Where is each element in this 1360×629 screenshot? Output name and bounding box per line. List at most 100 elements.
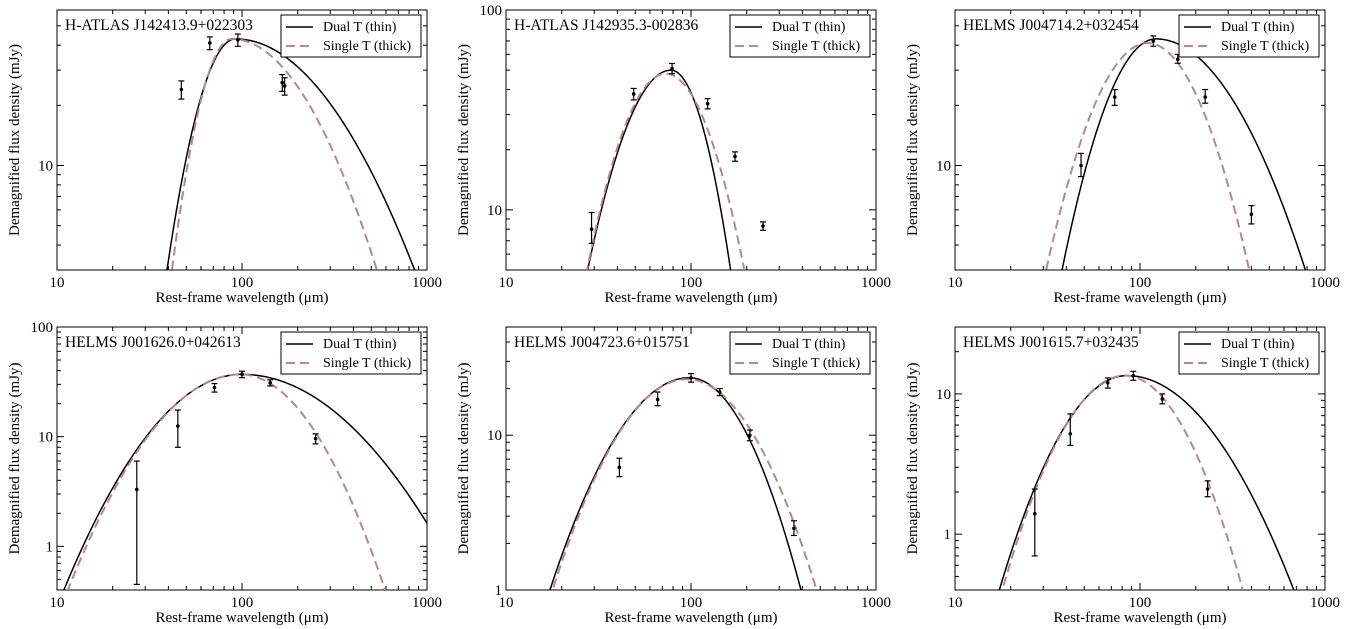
data-point bbox=[1174, 53, 1181, 64]
legend-label-thin: Dual T (thin) bbox=[772, 20, 846, 35]
data-point bbox=[1067, 413, 1074, 446]
plot-frame bbox=[954, 9, 1326, 271]
legend: Dual T (thin) Single T (thick) bbox=[729, 14, 871, 58]
legend: Dual T (thin) Single T (thick) bbox=[280, 14, 422, 58]
x-axis-label: Rest-frame wavelength (μm) bbox=[605, 290, 778, 306]
data-point bbox=[1159, 393, 1166, 405]
x-tick-label: 100 bbox=[1129, 275, 1152, 291]
data-point bbox=[704, 98, 711, 110]
x-tick-label: 1000 bbox=[412, 275, 442, 291]
data-point bbox=[588, 211, 595, 244]
legend-label-thick: Single T (thick) bbox=[323, 356, 411, 371]
dual-t-thin-curve bbox=[63, 373, 427, 590]
data-point bbox=[669, 62, 676, 75]
legend-label-thin: Dual T (thin) bbox=[1221, 20, 1295, 35]
x-tick-label: 10 bbox=[50, 595, 65, 611]
y-axis-label: Demagnified flux density (mJy) bbox=[905, 44, 921, 236]
y-tick-label: 10 bbox=[38, 159, 53, 175]
data-point bbox=[239, 370, 245, 379]
source-name: HELMS J001615.7+032435 bbox=[963, 334, 1139, 351]
legend-label-thick: Single T (thick) bbox=[1221, 356, 1309, 371]
legend-label-thin: Dual T (thin) bbox=[1221, 337, 1295, 352]
x-tick-label: 10 bbox=[499, 595, 514, 611]
x-tick-label: 10 bbox=[948, 275, 963, 291]
panel-1: 10 100 1000 10 Rest-frame wavelength (μm) Dem… bbox=[7, 9, 442, 306]
data-point bbox=[732, 151, 739, 162]
y-axis-label: Demagnified flux density (mJy) bbox=[7, 44, 23, 236]
source-name: HELMS J004723.6+015751 bbox=[514, 334, 690, 351]
data-point bbox=[211, 382, 218, 393]
dual-t-thin-curve bbox=[998, 374, 1295, 590]
panel-3: 10 100 1000 10 Rest-frame wavelength (μm) Dem… bbox=[905, 9, 1340, 306]
data-point bbox=[1130, 370, 1137, 381]
data-point bbox=[630, 87, 637, 101]
y-axis-label: Demagnified flux density (mJy) bbox=[456, 362, 472, 554]
x-tick-label: 10 bbox=[499, 275, 514, 291]
plot-frame bbox=[954, 326, 1326, 591]
data-point bbox=[1111, 88, 1118, 106]
legend: Dual T (thin) Single T (thick) bbox=[1178, 14, 1320, 58]
x-tick-label: 100 bbox=[231, 275, 254, 291]
data-point bbox=[178, 80, 185, 100]
y-axis-label: Demagnified flux density (mJy) bbox=[456, 44, 472, 236]
data-point bbox=[616, 457, 623, 478]
y-tick-label: 1 bbox=[495, 583, 503, 599]
x-tick-label: 1000 bbox=[861, 275, 891, 291]
x-tick-label: 10 bbox=[948, 595, 963, 611]
x-tick-label: 1000 bbox=[1310, 275, 1340, 291]
data-point bbox=[312, 433, 319, 445]
plot-frame bbox=[505, 9, 877, 271]
plot-frame bbox=[56, 326, 428, 591]
legend-label-thin: Dual T (thin) bbox=[772, 337, 846, 352]
data-point bbox=[1204, 480, 1211, 498]
data-point bbox=[1248, 205, 1255, 225]
x-tick-label: 1000 bbox=[861, 595, 891, 611]
x-axis-label: Rest-frame wavelength (μm) bbox=[156, 290, 329, 306]
legend-label-thin: Dual T (thin) bbox=[323, 337, 397, 352]
data-point bbox=[206, 36, 213, 51]
x-tick-label: 1000 bbox=[412, 595, 442, 611]
y-tick-label: 100 bbox=[480, 3, 503, 19]
single-t-thick-curve bbox=[170, 37, 378, 270]
legend-label-thick: Single T (thick) bbox=[772, 39, 860, 54]
legend: Dual T (thin) Single T (thick) bbox=[729, 331, 871, 375]
y-tick-label: 10 bbox=[38, 430, 53, 446]
legend: Dual T (thin) Single T (thick) bbox=[280, 331, 422, 375]
data-point bbox=[790, 520, 797, 537]
source-name: HELMS J004714.2+032454 bbox=[963, 17, 1139, 34]
legend-label-thick: Single T (thick) bbox=[772, 356, 860, 371]
source-name: HELMS J001626.0+042613 bbox=[65, 334, 241, 351]
x-axis-label: Rest-frame wavelength (μm) bbox=[1054, 610, 1227, 626]
x-tick-label: 100 bbox=[231, 595, 254, 611]
data-point bbox=[759, 221, 766, 231]
source-name: H-ATLAS J142935.3-002836 bbox=[514, 17, 699, 34]
data-point bbox=[1031, 488, 1038, 557]
legend-label-thin: Dual T (thin) bbox=[323, 20, 397, 35]
legend: Dual T (thin) Single T (thick) bbox=[1178, 331, 1320, 375]
y-tick-label: 100 bbox=[31, 320, 54, 336]
plot-frame bbox=[56, 9, 428, 271]
data-point bbox=[267, 379, 274, 387]
legend-label-thick: Single T (thick) bbox=[323, 39, 411, 54]
data-point bbox=[133, 460, 140, 585]
data-point bbox=[1078, 152, 1085, 178]
x-axis-label: Rest-frame wavelength (μm) bbox=[605, 610, 778, 626]
single-t-thick-curve bbox=[1001, 374, 1244, 590]
y-axis-label: Demagnified flux density (mJy) bbox=[905, 362, 921, 554]
plot-frame bbox=[505, 326, 877, 591]
y-axis-label: Demagnified flux density (mJy) bbox=[7, 362, 23, 554]
x-axis-label: Rest-frame wavelength (μm) bbox=[1054, 290, 1227, 306]
data-point bbox=[688, 372, 694, 383]
data-point bbox=[746, 429, 753, 442]
panel-6: 10 100 1000 1 10 Rest-frame wavelength (μm) De… bbox=[905, 326, 1340, 626]
x-tick-label: 1000 bbox=[1310, 595, 1340, 611]
x-tick-label: 100 bbox=[680, 275, 703, 291]
single-t-thick-curve bbox=[66, 373, 387, 590]
data-point bbox=[1104, 377, 1111, 389]
x-tick-label: 10 bbox=[50, 275, 65, 291]
dual-t-thin-curve bbox=[1061, 38, 1307, 270]
data-point bbox=[1150, 35, 1157, 47]
